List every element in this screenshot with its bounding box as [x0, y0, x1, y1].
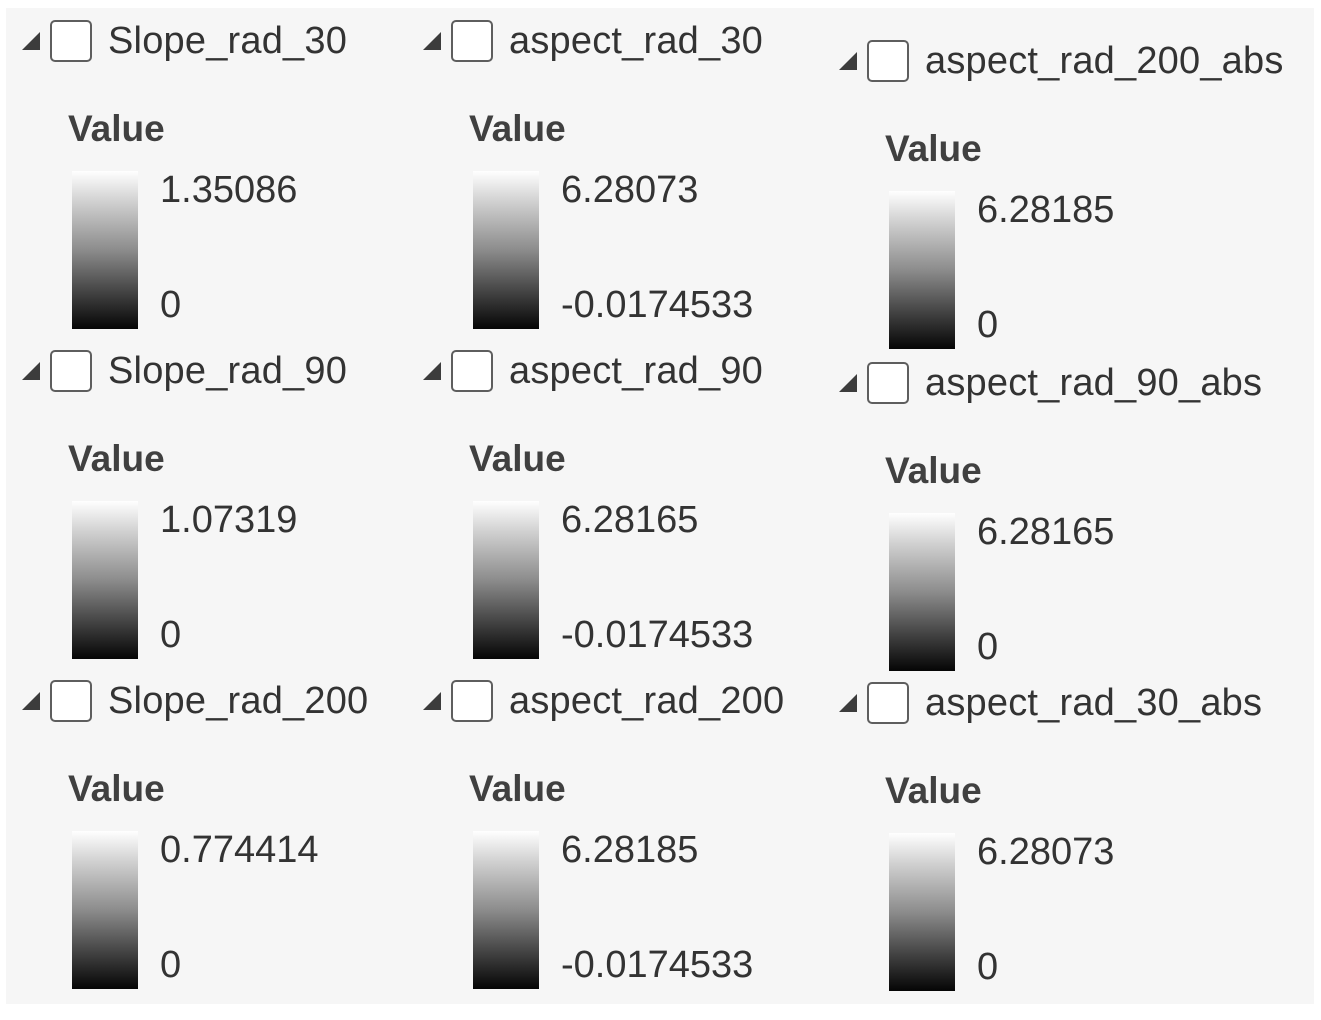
visibility-checkbox[interactable] [50, 20, 92, 62]
layer-name[interactable]: Slope_rad_200 [108, 679, 369, 722]
collapse-triangle-icon[interactable] [839, 52, 857, 70]
legend-title: Value [68, 438, 165, 479]
legend-title: Value [469, 108, 566, 149]
legend-max-label: 6.28073 [977, 831, 1115, 873]
collapse-triangle-icon[interactable] [423, 692, 441, 710]
legend-min-label: 0 [977, 946, 999, 988]
stretch-color-ramp [889, 833, 955, 991]
legend-min-label: 0 [977, 626, 999, 668]
legend-title: Value [885, 128, 982, 169]
layer-item-slope-rad-90: Slope_rad_90 Value 1.07319 0 [12, 346, 412, 666]
legend-max-label: 1.35086 [160, 169, 298, 211]
legend-min-label: 0 [160, 284, 182, 326]
legend-min-label: -0.0174533 [561, 284, 754, 326]
legend-title: Value [469, 438, 566, 479]
collapse-triangle-icon[interactable] [22, 362, 40, 380]
legend-title: Value [885, 450, 982, 491]
layer-name[interactable]: aspect_rad_200 [509, 679, 785, 722]
legend-max-label: 6.28073 [561, 169, 699, 211]
layer-item-aspect-rad-30: aspect_rad_30 Value 6.28073 -0.0174533 [413, 16, 823, 336]
layer-item-aspect-rad-90-abs: aspect_rad_90_abs Value 6.28165 0 [829, 358, 1299, 678]
layer-header: aspect_rad_200 [413, 676, 784, 726]
layer-item-slope-rad-200: Slope_rad_200 Value 0.774414 0 [12, 676, 412, 996]
layer-item-aspect-rad-200: aspect_rad_200 Value 6.28185 -0.0174533 [413, 676, 823, 996]
visibility-checkbox[interactable] [451, 350, 493, 392]
legend-min-label: 0 [160, 944, 182, 986]
visibility-checkbox[interactable] [867, 40, 909, 82]
layer-name[interactable]: aspect_rad_200_abs [925, 39, 1284, 82]
legend-title: Value [469, 768, 566, 809]
visibility-checkbox[interactable] [451, 680, 493, 722]
legend-max-label: 6.28185 [977, 189, 1115, 231]
legend-title: Value [68, 108, 165, 149]
layer-header: aspect_rad_30 [413, 16, 763, 66]
visibility-checkbox[interactable] [50, 350, 92, 392]
collapse-triangle-icon[interactable] [423, 362, 441, 380]
stretch-color-ramp [72, 501, 138, 659]
legend-max-label: 6.28165 [977, 511, 1115, 553]
legend-min-label: 0 [160, 614, 182, 656]
stretch-color-ramp [72, 831, 138, 989]
collapse-triangle-icon[interactable] [22, 692, 40, 710]
layer-name[interactable]: Slope_rad_30 [108, 19, 348, 62]
layer-header: aspect_rad_90_abs [829, 358, 1262, 408]
layer-item-slope-rad-30: Slope_rad_30 Value 1.35086 0 [12, 16, 412, 336]
legend-max-label: 6.28185 [561, 829, 699, 871]
collapse-triangle-icon[interactable] [839, 694, 857, 712]
legend-title: Value [68, 768, 165, 809]
layer-item-aspect-rad-200-abs: aspect_rad_200_abs Value 6.28185 0 [829, 36, 1299, 356]
layer-item-aspect-rad-30-abs: aspect_rad_30_abs Value 6.28073 0 [829, 678, 1299, 998]
stretch-color-ramp [889, 191, 955, 349]
legend-min-label: 0 [977, 304, 999, 346]
collapse-triangle-icon[interactable] [423, 32, 441, 50]
layer-name[interactable]: aspect_rad_90_abs [925, 361, 1263, 404]
layer-header: Slope_rad_90 [12, 346, 347, 396]
legend-max-label: 0.774414 [160, 829, 319, 871]
layer-name[interactable]: aspect_rad_30 [509, 19, 764, 62]
visibility-checkbox[interactable] [451, 20, 493, 62]
stretch-color-ramp [889, 513, 955, 671]
visibility-checkbox[interactable] [50, 680, 92, 722]
layer-header: Slope_rad_200 [12, 676, 368, 726]
legend-title: Value [885, 770, 982, 811]
layer-name[interactable]: aspect_rad_30_abs [925, 681, 1263, 724]
layer-header: aspect_rad_200_abs [829, 36, 1284, 86]
contents-pane: Slope_rad_30 Value 1.35086 0 aspect_rad_… [6, 8, 1314, 1004]
visibility-checkbox[interactable] [867, 682, 909, 724]
collapse-triangle-icon[interactable] [839, 374, 857, 392]
legend-min-label: -0.0174533 [561, 944, 754, 986]
legend-max-label: 6.28165 [561, 499, 699, 541]
layer-header: Slope_rad_30 [12, 16, 347, 66]
layer-header: aspect_rad_90 [413, 346, 763, 396]
layer-header: aspect_rad_30_abs [829, 678, 1262, 728]
stretch-color-ramp [473, 501, 539, 659]
legend-min-label: -0.0174533 [561, 614, 754, 656]
layer-name[interactable]: aspect_rad_90 [509, 349, 764, 392]
stretch-color-ramp [473, 831, 539, 989]
visibility-checkbox[interactable] [867, 362, 909, 404]
stretch-color-ramp [72, 171, 138, 329]
layer-name[interactable]: Slope_rad_90 [108, 349, 348, 392]
collapse-triangle-icon[interactable] [22, 32, 40, 50]
layer-item-aspect-rad-90: aspect_rad_90 Value 6.28165 -0.0174533 [413, 346, 823, 666]
stretch-color-ramp [473, 171, 539, 329]
legend-max-label: 1.07319 [160, 499, 298, 541]
